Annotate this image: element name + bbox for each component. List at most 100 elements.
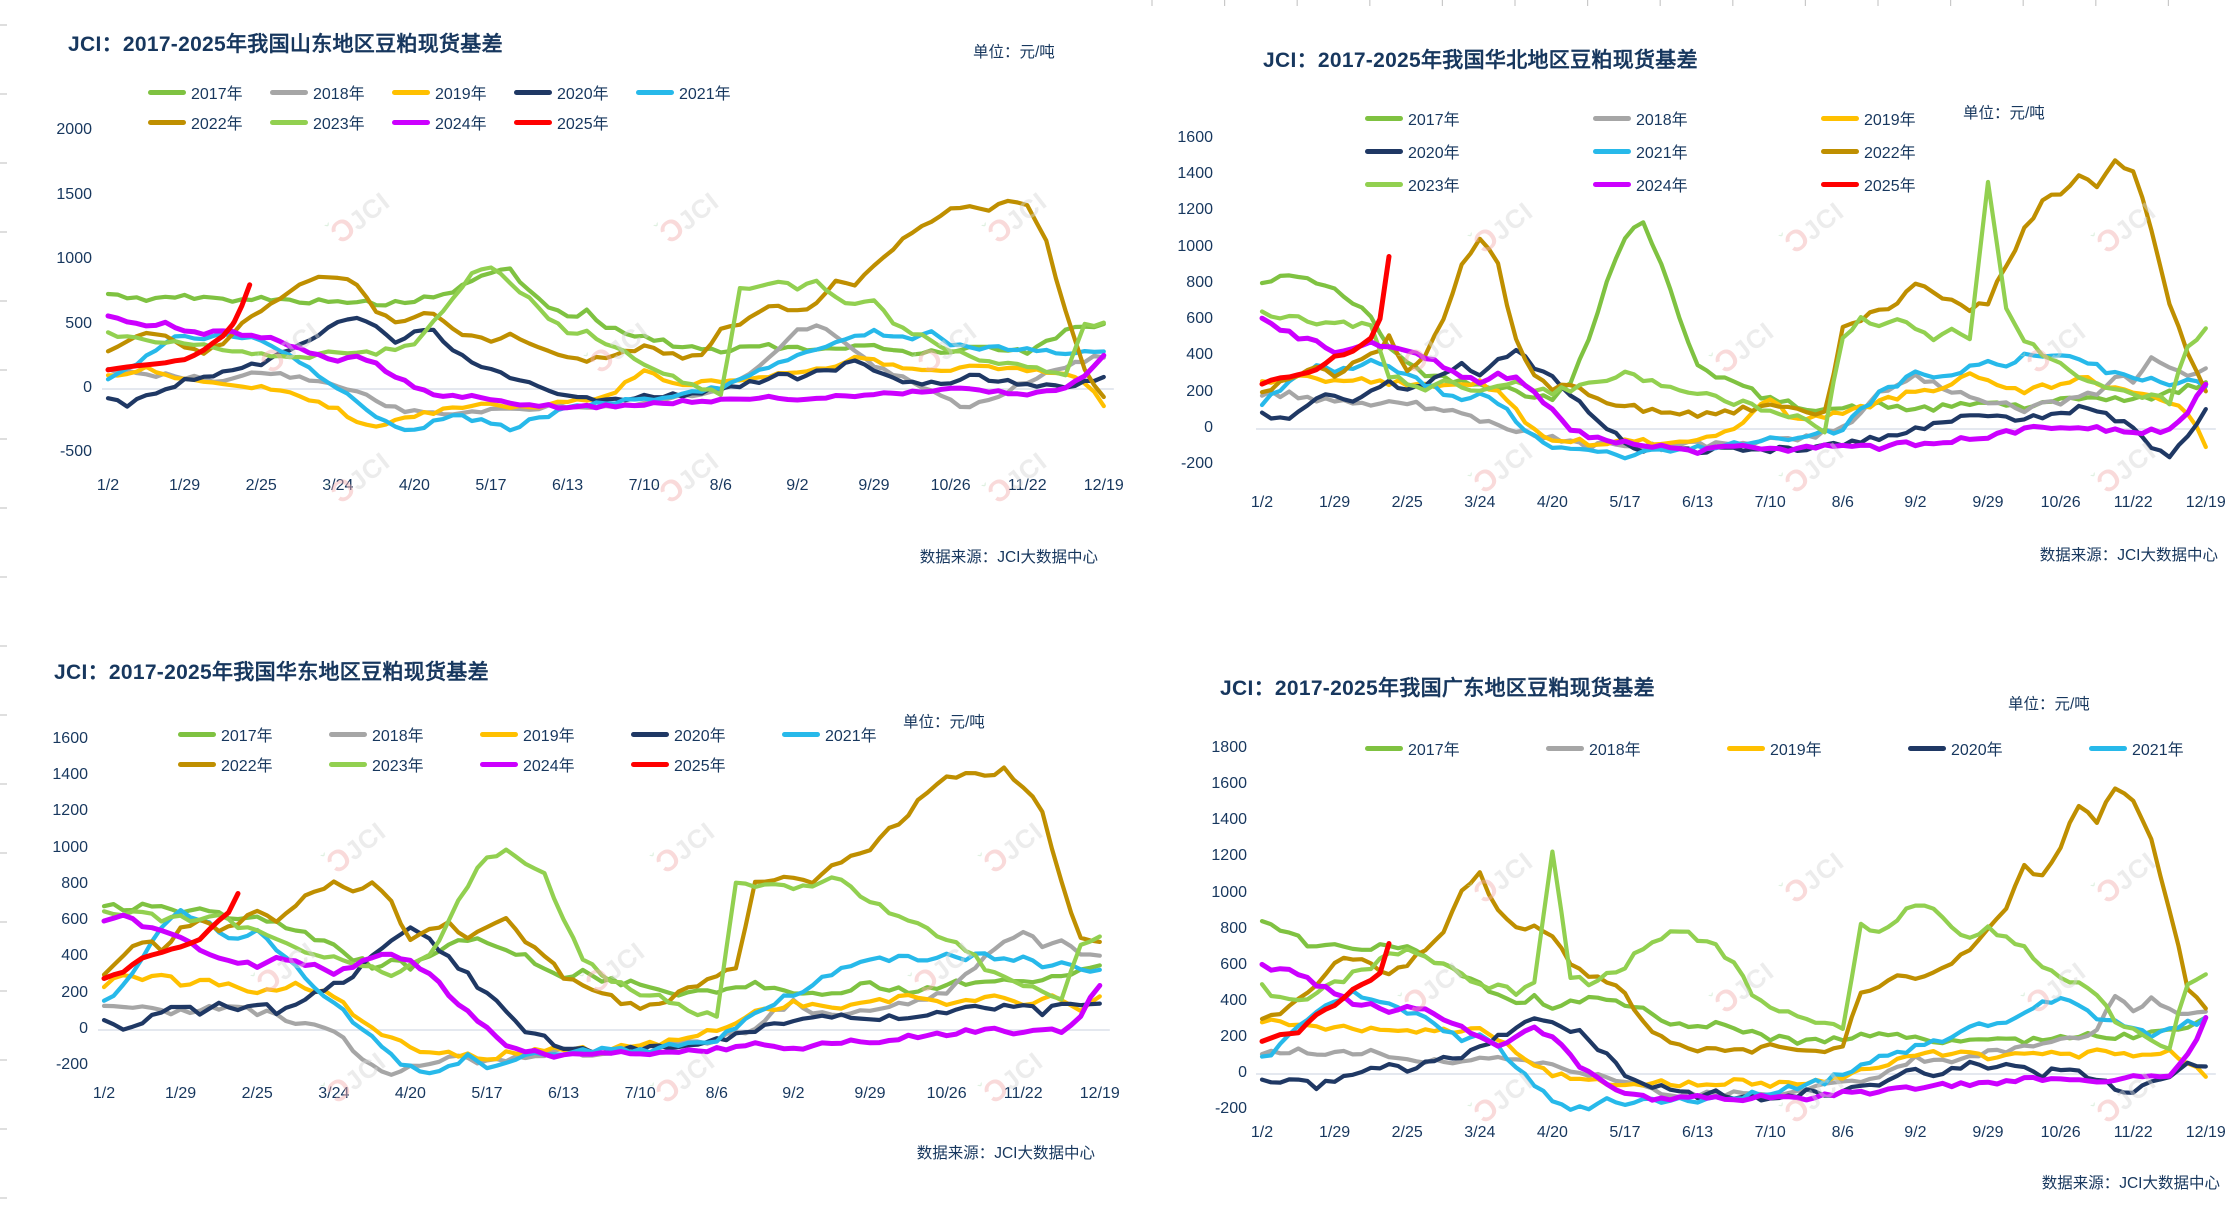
legend-label: 2019年 bbox=[523, 728, 575, 745]
legend-label: 2021年 bbox=[1636, 145, 1688, 162]
legend-label: 2018年 bbox=[1636, 112, 1688, 129]
x-axis-tick-label: 12/19 bbox=[1083, 477, 1124, 494]
x-axis-tick-label: 5/17 bbox=[1609, 494, 1641, 511]
x-axis-tick-label: 1/2 bbox=[96, 477, 120, 494]
series-line-huabei-2022 bbox=[1259, 158, 2208, 419]
x-axis-tick-label: 12/19 bbox=[2185, 1124, 2226, 1141]
x-axis-tick-label: 6/13 bbox=[552, 477, 584, 494]
legend-label: 2018年 bbox=[313, 86, 365, 103]
legend-label: 2018年 bbox=[372, 728, 424, 745]
x-axis-tick-label: 7/10 bbox=[624, 1085, 656, 1102]
x-axis-tick-label: 5/17 bbox=[471, 1085, 503, 1102]
legend-item-2021: 2021年 bbox=[782, 722, 877, 746]
legend-swatch bbox=[178, 761, 216, 767]
y-axis-tick-label: 200 bbox=[61, 983, 88, 1001]
legend-item-2025: 2025年 bbox=[1821, 172, 1916, 196]
legend-swatch bbox=[1821, 181, 1859, 187]
unit-label: 单位：元/吨 bbox=[973, 44, 1055, 61]
legend-item-2017: 2017年 bbox=[148, 80, 243, 104]
series-line-huabei-2025 bbox=[1259, 254, 1392, 387]
unit-label: 单位：元/吨 bbox=[1963, 105, 2045, 122]
x-axis-tick-label: 5/17 bbox=[475, 477, 507, 494]
y-axis-tick-label: 1000 bbox=[1211, 883, 1247, 901]
x-axis-tick-label: 5/17 bbox=[1609, 1124, 1641, 1141]
legend-swatch bbox=[631, 761, 669, 767]
y-axis-tick-label: 400 bbox=[1220, 991, 1247, 1009]
y-axis-tick-label: -200 bbox=[1214, 1100, 1247, 1118]
x-axis-tick-label: 12/19 bbox=[1079, 1085, 1120, 1102]
y-axis-tick-label: 1200 bbox=[1177, 201, 1213, 219]
series-line-huadong-2024 bbox=[101, 912, 1103, 1060]
x-axis-tick-label: 3/24 bbox=[1464, 1124, 1496, 1141]
x-axis-tick-label: 8/6 bbox=[705, 1085, 728, 1102]
legend-item-2024: 2024年 bbox=[392, 110, 487, 134]
y-axis-tick-label: 1000 bbox=[52, 838, 88, 856]
legend-label: 2023年 bbox=[372, 758, 424, 775]
series-line-huabei-2024 bbox=[1259, 315, 2209, 456]
legend-item-2021: 2021年 bbox=[1593, 139, 1688, 163]
series-line-guangdong-2025 bbox=[1259, 941, 1392, 1044]
legend-item-2021: 2021年 bbox=[636, 80, 731, 104]
legend-item-2020: 2020年 bbox=[1365, 139, 1460, 163]
legend-item-2019: 2019年 bbox=[392, 80, 487, 104]
legend-item-2021: 2021年 bbox=[2089, 736, 2184, 760]
legend-label: 2023年 bbox=[1408, 178, 1460, 195]
series-line-shandong-2020 bbox=[105, 315, 1106, 409]
legend-item-2025: 2025年 bbox=[514, 110, 609, 134]
y-axis-tick-label: 0 bbox=[79, 1020, 88, 1037]
x-axis-tick-label: 1/29 bbox=[165, 1085, 197, 1102]
x-axis-tick-label: 4/20 bbox=[1536, 1124, 1568, 1141]
legend-item-2018: 2018年 bbox=[1546, 736, 1641, 760]
legend-item-2019: 2019年 bbox=[1821, 106, 1916, 130]
legend-item-2024: 2024年 bbox=[1593, 172, 1688, 196]
series-line-huabei-2023 bbox=[1259, 179, 2208, 435]
series-line-guangdong-2019 bbox=[1259, 1017, 2208, 1089]
legend-swatch bbox=[178, 731, 216, 737]
x-axis-tick-label: 12/19 bbox=[2185, 494, 2226, 511]
legend-label: 2020年 bbox=[1408, 145, 1460, 162]
y-axis-tick-label: 800 bbox=[1220, 919, 1247, 937]
y-axis-tick-label: -200 bbox=[55, 1056, 88, 1074]
legend-item-2018: 2018年 bbox=[270, 80, 365, 104]
y-axis-tick-label: 800 bbox=[61, 874, 88, 892]
legend-swatch bbox=[1365, 745, 1403, 751]
x-axis-tick-label: 9/2 bbox=[782, 1085, 805, 1102]
x-axis-tick-label: 7/10 bbox=[1754, 1124, 1786, 1141]
x-axis-tick-label: 11/22 bbox=[2113, 1124, 2153, 1141]
series-line-shandong-2019 bbox=[105, 354, 1106, 429]
y-axis-tick-label: -200 bbox=[1180, 455, 1213, 473]
legend-item-2018: 2018年 bbox=[329, 722, 424, 746]
legend-swatch bbox=[1908, 745, 1946, 751]
unit-label: 单位：元/吨 bbox=[903, 714, 985, 731]
legend-item-2023: 2023年 bbox=[329, 752, 424, 776]
x-axis-tick-label: 6/13 bbox=[1682, 494, 1714, 511]
legend-swatch bbox=[270, 89, 308, 95]
series-line-shandong-2023 bbox=[105, 265, 1106, 397]
unit-label: 单位：元/吨 bbox=[2008, 696, 2090, 713]
legend-label: 2022年 bbox=[221, 758, 273, 775]
series-line-huadong-2021 bbox=[101, 908, 1102, 1076]
legend-label: 2020年 bbox=[1951, 742, 2003, 759]
y-axis-tick-label: 1200 bbox=[52, 802, 88, 820]
y-axis-tick-label: 800 bbox=[1186, 273, 1213, 291]
x-axis-tick-label: 2/25 bbox=[1391, 1124, 1423, 1141]
data-source-label: 数据来源：JCI大数据中心 bbox=[919, 549, 1098, 566]
legend-label: 2024年 bbox=[523, 758, 575, 775]
legend-label: 2019年 bbox=[1770, 742, 1822, 759]
legend-item-2022: 2022年 bbox=[1821, 139, 1916, 163]
y-axis-tick-label: 1400 bbox=[52, 765, 88, 783]
series-line-guangdong-2018 bbox=[1259, 993, 2208, 1099]
series-line-shandong-2022 bbox=[105, 198, 1106, 400]
y-axis-tick-label: 1500 bbox=[56, 185, 92, 203]
x-axis-tick-label: 3/24 bbox=[1464, 494, 1496, 511]
x-axis-tick-label: 10/26 bbox=[926, 1085, 967, 1102]
legend-label: 2017年 bbox=[1408, 112, 1460, 129]
legend-item-2025: 2025年 bbox=[631, 752, 726, 776]
y-axis-tick-label: 1000 bbox=[56, 250, 92, 268]
legend-label: 2017年 bbox=[1408, 742, 1460, 759]
legend-label: 2022年 bbox=[191, 116, 243, 133]
y-axis-tick-label: 1600 bbox=[52, 729, 88, 747]
x-axis-tick-label: 9/29 bbox=[858, 477, 890, 494]
legend-item-2024: 2024年 bbox=[480, 752, 575, 776]
legend-label: 2025年 bbox=[674, 758, 726, 775]
